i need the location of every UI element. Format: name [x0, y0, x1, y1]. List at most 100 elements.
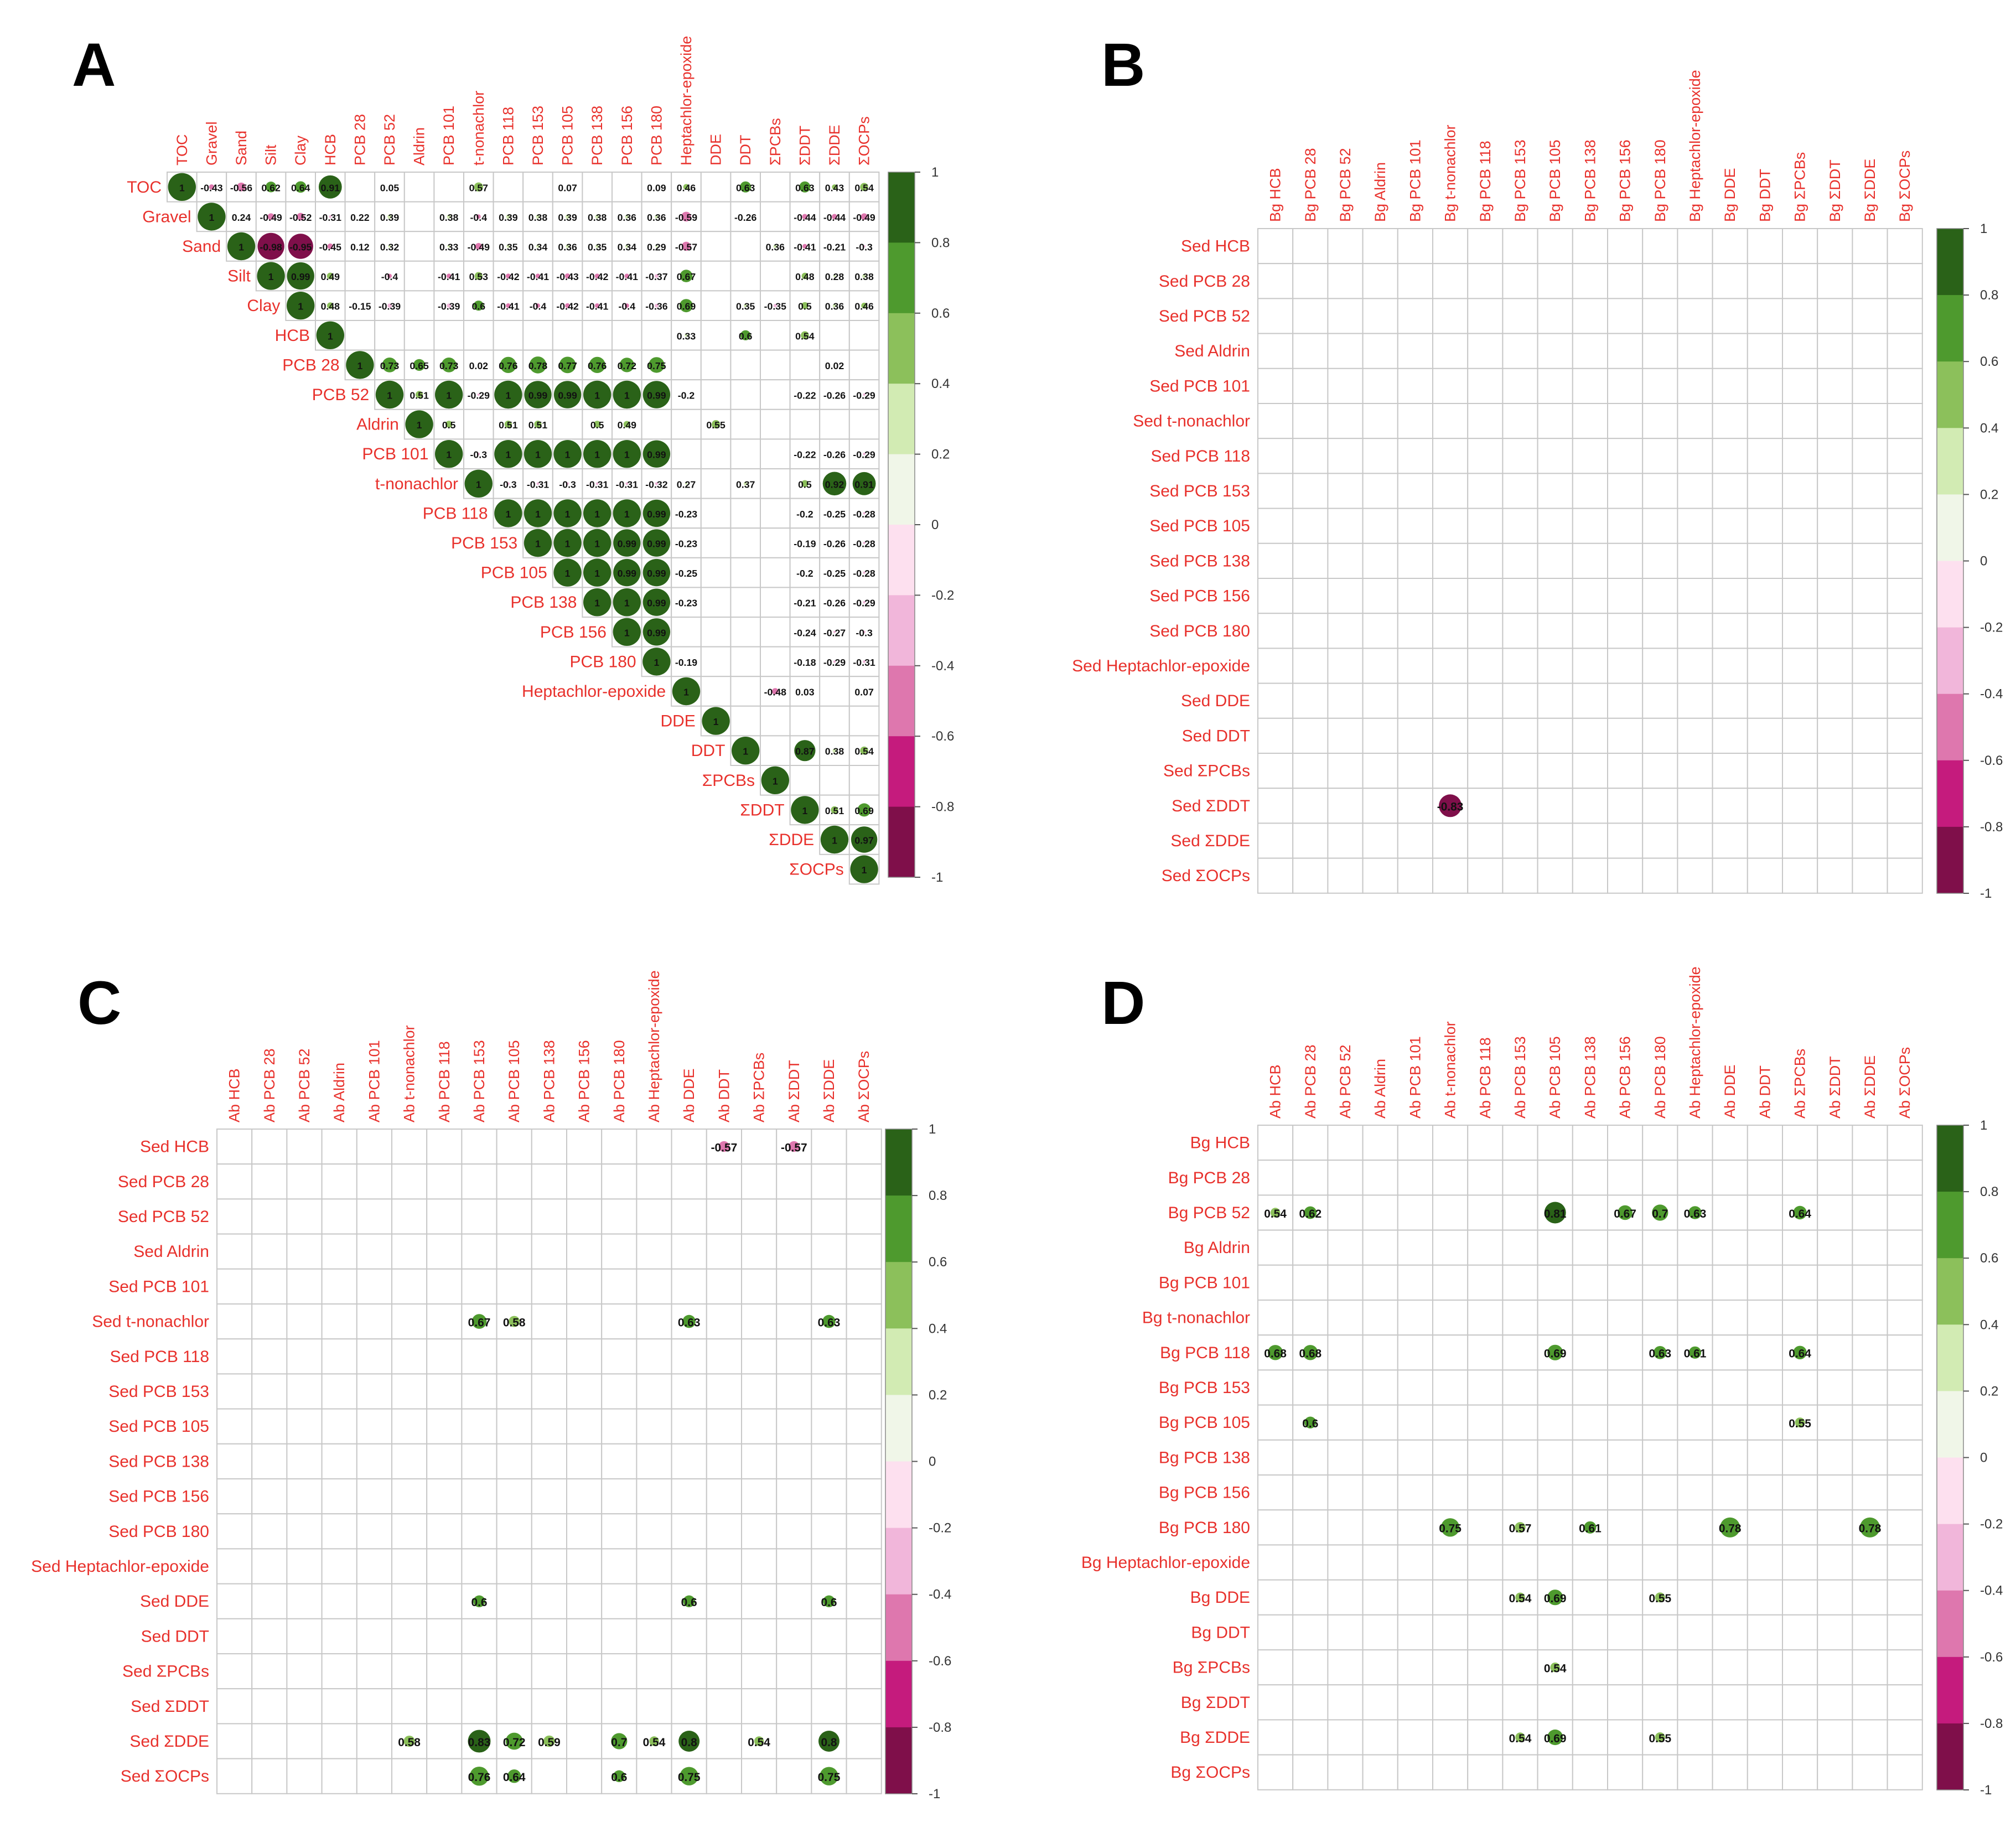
- panel-d-grid-cell: [1537, 1439, 1573, 1476]
- panel-b-grid-cell: [1537, 648, 1573, 684]
- panel-d-row-label: Bg ΣPCBs: [1173, 1659, 1250, 1677]
- panel-b-row-label: Sed PCB 180: [1149, 622, 1250, 640]
- panel-a-grid-cell: [760, 349, 791, 381]
- panel-a-correlation-value: 0.76: [499, 360, 518, 371]
- panel-d-column-label: Ab t-nonachlor: [1442, 1021, 1459, 1119]
- panel-b-grid-cell: [1852, 857, 1888, 894]
- panel-a-grid-cell: [730, 587, 761, 618]
- panel-d-correlation-circle: [1584, 1521, 1597, 1534]
- panel-a-correlation-circle: [852, 472, 876, 495]
- panel-c-row-label: Sed t-nonachlor: [92, 1313, 209, 1331]
- panel-a-correlation-value: 1: [239, 242, 244, 253]
- panel-a-correlation-circle: [702, 707, 730, 735]
- panel-b-grid-cell: [1292, 367, 1329, 404]
- panel-a-correlation-circle: [288, 234, 313, 259]
- panel-c-column-label: Ab PCB 28: [261, 1048, 278, 1122]
- panel-b-grid-cell: [1642, 578, 1678, 614]
- panel-c-grid-cell: [741, 1478, 778, 1515]
- panel-d-grid-cell: [1257, 1649, 1294, 1686]
- panel-d-grid-cell: [1746, 1160, 1784, 1196]
- panel-d-grid-cell: [1782, 1684, 1818, 1721]
- panel-d-colorbar-tick-label: 0.6: [1980, 1251, 1998, 1266]
- panel-a-correlation-circle: [860, 183, 868, 191]
- panel-b-colorbar-segment: [1937, 627, 1963, 695]
- panel-c-column-label: Ab ΣDDE: [821, 1059, 837, 1122]
- panel-d-grid-cell: [1467, 1439, 1504, 1476]
- panel-d-grid-cell: [1782, 1719, 1818, 1756]
- panel-b-grid-cell: [1782, 578, 1818, 614]
- panel-a-correlation-value: 0.5: [590, 420, 604, 431]
- panel-d-correlation-value: 0.63: [1684, 1208, 1707, 1220]
- panel-c-grid-cell: [391, 1129, 428, 1165]
- panel-d-grid-cell: [1642, 1160, 1678, 1196]
- panel-d-grid-cell: [1712, 1439, 1748, 1476]
- panel-a-correlation-circle: [743, 482, 748, 486]
- panel-c-correlation-circle: [509, 1316, 520, 1327]
- panel-a-correlation-value: 0.78: [528, 360, 548, 371]
- panel-b-grid-cell: [1746, 438, 1784, 474]
- panel-a-colorbar-tick-label: 0.6: [931, 306, 950, 321]
- panel-b-grid-cell: [1712, 367, 1748, 404]
- panel-d-colorbar-segment: [1937, 1457, 1963, 1525]
- panel-b-grid-cell: [1327, 613, 1364, 649]
- panel-d-colorbar-segment: [1937, 1258, 1963, 1325]
- panel-c-grid-cell: [321, 1129, 357, 1165]
- panel-a-correlation-value: 0.99: [618, 568, 637, 579]
- panel-b-grid-cell: [1397, 613, 1434, 649]
- panel-c-grid-cell: [216, 1723, 253, 1759]
- panel-a-grid-cell: [611, 320, 642, 351]
- panel-a-correlation-value: 0.97: [854, 835, 874, 846]
- panel-d-grid-cell: [1887, 1334, 1923, 1371]
- panel-d-grid-cell: [1746, 1264, 1784, 1301]
- panel-c-correlation-circle: [822, 1314, 836, 1328]
- panel-d-grid-cell: [1467, 1229, 1504, 1266]
- panel-a-row-label: Clay: [247, 297, 280, 315]
- panel-a-grid-cell: [671, 617, 702, 648]
- panel-a-grid-cell: [700, 379, 732, 410]
- panel-b-grid-cell: [1572, 473, 1609, 509]
- panel-c-grid-cell: [776, 1583, 812, 1619]
- panel-d-grid-cell: [1362, 1439, 1398, 1476]
- panel-d-grid-cell: [1607, 1369, 1644, 1406]
- panel-b-grid-cell: [1572, 788, 1609, 824]
- panel-d-grid-cell: [1502, 1264, 1538, 1301]
- panel-b-grid-cell: [1887, 648, 1923, 684]
- panel-a-correlation-circle: [209, 184, 215, 190]
- panel-b-column-label: Bg ΣDDE: [1862, 159, 1878, 222]
- panel-c-grid-cell: [391, 1618, 428, 1655]
- panel-a-correlation-value: -0.31: [586, 479, 608, 490]
- panel-b-column-label: Bg HCB: [1267, 168, 1284, 222]
- panel-d-grid-cell: [1362, 1684, 1398, 1721]
- panel-b-grid-cell: [1432, 367, 1469, 404]
- panel-a-correlation-circle: [327, 243, 333, 250]
- panel-c-correlation-value: 0.63: [678, 1316, 701, 1329]
- panel-c-column-label: Ab PCB 138: [541, 1040, 557, 1122]
- panel-b-grid-cell: [1782, 788, 1818, 824]
- panel-a-correlation-value: 0.92: [825, 479, 844, 490]
- panel-a-correlation-circle: [801, 272, 809, 279]
- panel-b-grid-cell: [1537, 542, 1573, 579]
- panel-b-grid-cell: [1327, 822, 1364, 859]
- panel-b-grid-cell: [1502, 228, 1538, 265]
- panel-a-correlation-circle: [801, 480, 809, 488]
- panel-b-grid-cell: [1572, 857, 1609, 894]
- panel-d-grid-cell: [1362, 1754, 1398, 1790]
- panel-b-grid-cell: [1746, 508, 1784, 544]
- panel-b-grid-cell: [1397, 228, 1434, 265]
- panel-d-grid-cell: [1362, 1194, 1398, 1231]
- panel-a-correlation-circle: [327, 272, 334, 279]
- panel-d-grid-cell: [1852, 1719, 1888, 1756]
- panel-d-grid-cell: [1712, 1474, 1748, 1511]
- panel-d-grid-cell: [1746, 1300, 1784, 1336]
- panel-d-grid-cell: [1642, 1474, 1678, 1511]
- panel-b-column-label: Bg ΣDDT: [1827, 159, 1843, 222]
- panel-c-grid-cell: [216, 1408, 253, 1445]
- panel-d-grid-cell: [1257, 1684, 1294, 1721]
- panel-a-correlation-value: -0.49: [853, 212, 875, 223]
- panel-a-correlation-value: -0.31: [853, 657, 875, 668]
- panel-c-colorbar-tick-label: 0: [929, 1455, 936, 1469]
- panel-b-grid-cell: [1746, 717, 1784, 754]
- panel-b-grid-cell: [1852, 263, 1888, 299]
- panel-a-correlation-circle: [583, 499, 611, 527]
